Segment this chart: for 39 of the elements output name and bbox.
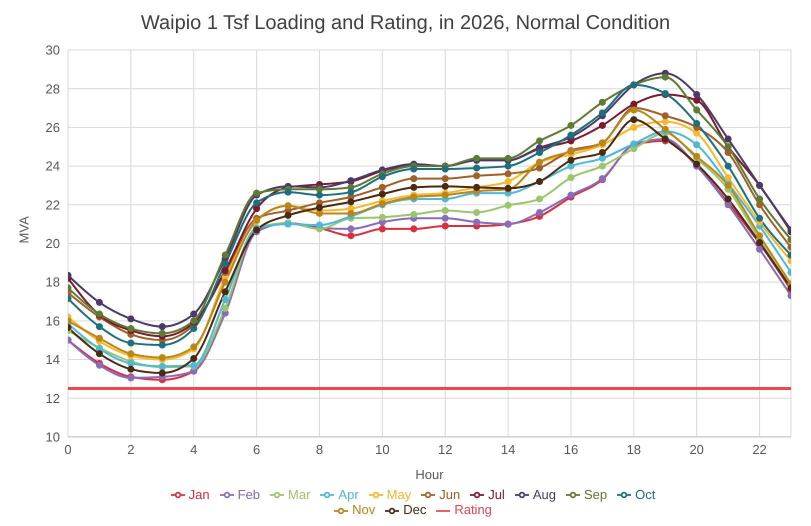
y-tick-label: 22 xyxy=(46,197,60,212)
y-tick-label: 12 xyxy=(46,390,60,406)
legend-label: Dec xyxy=(403,502,426,518)
chart-title: Waipio 1 Tsf Loading and Rating, in 2026, Normal Condition xyxy=(140,11,672,36)
y-tick-label: 20 xyxy=(46,236,60,252)
legend-label: Oct xyxy=(635,486,656,502)
y-tick-label: 10 xyxy=(46,429,60,444)
legend-label: Aug xyxy=(532,486,556,502)
legend-label: Jun xyxy=(439,486,460,502)
x-tick-label: 18 xyxy=(626,442,642,458)
legend-label: Apr xyxy=(338,486,359,502)
legend-label: Jul xyxy=(488,486,505,502)
x-tick-label: 2 xyxy=(127,442,134,458)
y-tick-label: 28 xyxy=(46,81,60,96)
x-axis-title: Hour xyxy=(415,466,444,482)
x-tick-label: 4 xyxy=(190,442,198,458)
legend-label: Sep xyxy=(584,486,608,502)
x-tick-label: 6 xyxy=(252,442,260,458)
x-tick-label: 12 xyxy=(438,442,452,458)
y-tick-label: 30 xyxy=(46,42,60,58)
y-tick-label: 16 xyxy=(46,313,60,328)
legend-label: Nov xyxy=(352,502,376,518)
y-tick-label: 26 xyxy=(46,120,60,135)
y-tick-label: 24 xyxy=(46,158,60,174)
x-tick-label: 20 xyxy=(689,442,704,458)
x-tick-label: 10 xyxy=(375,442,390,458)
y-tick-label: 14 xyxy=(46,352,60,368)
legend-label: Rating xyxy=(454,502,492,518)
x-tick-label: 8 xyxy=(316,442,324,458)
x-tick-label: 0 xyxy=(64,442,72,458)
legend-label: Feb xyxy=(238,486,260,502)
x-tick-label: 14 xyxy=(500,442,516,458)
x-tick-label: 16 xyxy=(564,442,578,458)
legend-label: Jan xyxy=(188,486,210,502)
x-tick-label: 22 xyxy=(752,442,767,458)
y-axis-title: MVA xyxy=(16,216,32,244)
legend-label: Mar xyxy=(288,486,310,502)
legend-label: May xyxy=(386,486,412,502)
y-tick-label: 18 xyxy=(46,274,60,290)
